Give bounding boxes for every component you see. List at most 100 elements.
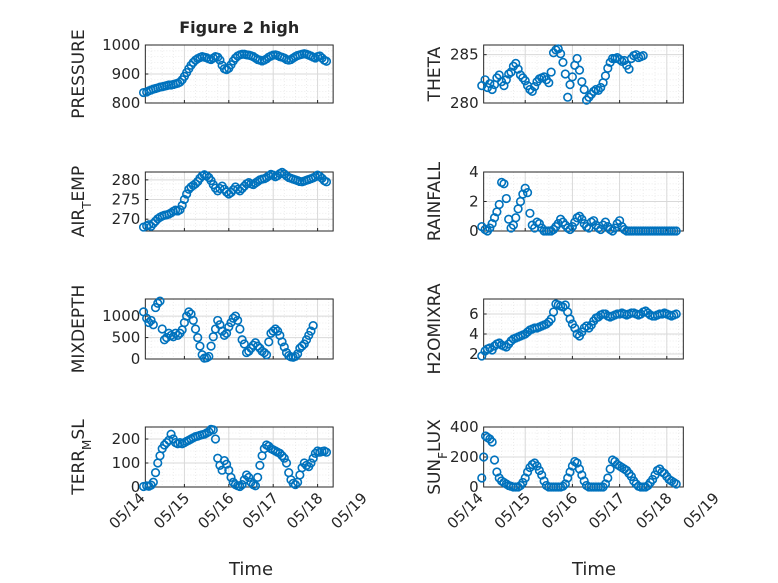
chart-title: Figure 2 high: [179, 18, 299, 37]
data-point: [489, 455, 500, 465]
data-point: [671, 309, 681, 319]
y-tick-label: 4: [469, 325, 479, 343]
data-point: [485, 79, 495, 89]
y-tick-label: 0: [469, 478, 479, 496]
data-point: [522, 188, 533, 198]
data-point: [579, 84, 589, 95]
data-point: [204, 427, 214, 437]
data-point: [321, 56, 332, 66]
data-point: [264, 337, 274, 347]
data-point: [268, 326, 278, 336]
data-point: [235, 324, 245, 334]
data-point: [534, 465, 544, 476]
data-point: [306, 458, 316, 468]
data-point: [166, 429, 176, 439]
panel-1: 280 285 THETA: [425, 44, 684, 112]
y-tick-label: 900: [112, 65, 141, 83]
data-point: [290, 351, 301, 362]
data-point: [255, 460, 265, 471]
data-point: [193, 332, 203, 343]
y-label-subscript: M: [80, 440, 94, 450]
data-point: [239, 339, 249, 349]
data-point: [177, 200, 187, 211]
data-point: [219, 330, 229, 341]
data-point: [321, 177, 332, 187]
data-point: [671, 479, 681, 489]
y-label-main: TERR: [69, 450, 89, 496]
data-point: [253, 472, 263, 483]
data-point: [518, 189, 528, 199]
data-point: [589, 86, 599, 96]
data-point: [548, 307, 559, 317]
data-point: [558, 302, 568, 312]
data-point: [541, 319, 552, 329]
data-point: [259, 347, 269, 358]
data-point: [579, 476, 589, 486]
y-tick-label: 280: [450, 94, 479, 112]
data-point: [175, 77, 185, 87]
data-point: [648, 474, 658, 485]
data-point: [539, 476, 549, 486]
data-point: [624, 64, 634, 74]
data-point: [297, 341, 307, 351]
data-point: [261, 350, 272, 360]
data-point: [501, 75, 511, 85]
y-label-subscript: T: [80, 201, 94, 210]
y-tick-label: 2: [469, 193, 479, 211]
data-point: [206, 341, 216, 351]
data-point: [221, 459, 232, 469]
data-point: [603, 473, 613, 483]
data-point: [511, 213, 521, 223]
data-point: [567, 221, 578, 232]
data-point: [577, 214, 587, 224]
data-point: [148, 477, 158, 487]
y-tick-label: 0: [131, 478, 141, 496]
data-point: [250, 481, 261, 491]
data-point: [638, 51, 648, 61]
y-tick-label: 1000: [102, 36, 140, 54]
data-point: [321, 447, 332, 457]
data-point: [306, 326, 316, 336]
data-point: [270, 324, 281, 334]
data-point: [504, 69, 514, 79]
y-tick-label: 0: [469, 222, 479, 240]
data-point: [626, 471, 637, 482]
data-point: [148, 320, 158, 330]
data-point: [572, 53, 582, 64]
y-label-rest: EMP: [69, 166, 89, 202]
data-point: [485, 223, 495, 233]
data-point: [235, 481, 245, 492]
data-point: [589, 216, 599, 226]
data-point: [511, 58, 521, 68]
data-point: [600, 217, 611, 227]
data-point: [614, 216, 625, 226]
data-point: [210, 434, 221, 444]
axes-outline-5: [483, 298, 684, 360]
y-tick-label: 275: [112, 191, 141, 209]
data-point: [574, 65, 585, 75]
data-point: [228, 313, 238, 323]
y-tick-label: 200: [112, 430, 141, 448]
data-point: [150, 468, 161, 478]
data-point: [546, 67, 556, 77]
data-point: [532, 461, 542, 471]
y-axis-label-0: PRESSURE: [69, 29, 89, 118]
data-point: [494, 199, 504, 210]
data-point: [572, 329, 582, 339]
panel-4: 0 500 1000 MIXDEPTH: [69, 285, 334, 373]
y-axis-label-5: H2OMIXRA: [425, 283, 445, 374]
data-point: [173, 330, 183, 341]
data-point: [605, 464, 615, 474]
data-point: [520, 76, 530, 86]
data-point: [553, 44, 563, 54]
data-point: [153, 298, 163, 308]
y-label-subscript: F: [436, 452, 450, 459]
data-point: [485, 343, 495, 353]
data-point: [499, 179, 509, 189]
y-axis-label-1: THETA: [425, 46, 445, 102]
data-point: [184, 307, 194, 317]
data-point: [477, 473, 487, 483]
data-point: [614, 54, 625, 65]
data-point: [527, 86, 537, 96]
